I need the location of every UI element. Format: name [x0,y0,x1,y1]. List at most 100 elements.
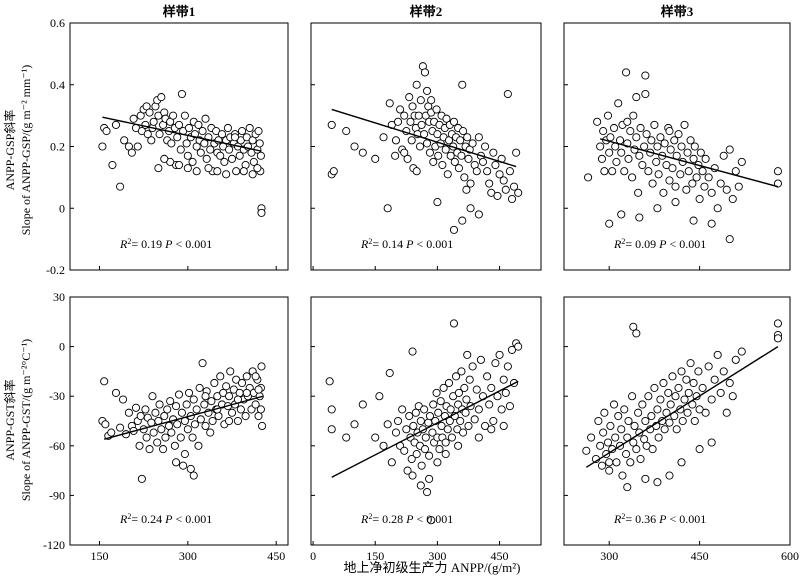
data-point [400,446,409,455]
data-point [151,408,160,417]
data-point [734,182,743,191]
data-point [443,170,452,179]
data-point [325,377,334,386]
data-point [223,123,232,133]
data-point [436,397,445,406]
data-point [597,461,607,470]
data-point [444,378,454,388]
data-point [501,185,510,194]
scatter-panel-4: 150 300 450 -120 -90 -60 -30 0 30 R2= 0.24 P < 0.… [43,290,289,563]
data-point [198,359,207,368]
data-point [683,408,692,417]
data-point [153,438,162,447]
data-point [189,395,198,404]
data-point [405,93,414,102]
data-point [603,438,613,447]
data-point [622,68,631,77]
data-point [257,208,266,217]
data-point [189,471,198,480]
data-point [677,142,686,151]
y-axis-label-top-en: Slope of ANPP-GSP/(g m⁻² mm⁻¹) [19,65,33,236]
data-point [182,400,191,409]
data-point [487,425,496,434]
data-point [701,154,710,163]
data-point [501,388,510,397]
data-point [629,111,638,120]
data-point [251,372,260,381]
data-point [707,219,716,228]
data-point [242,372,251,381]
data-point [237,378,247,388]
data-point [628,392,637,401]
data-point [393,117,403,126]
data-point [202,154,211,163]
data-point [648,179,657,188]
data-point [425,451,434,460]
y-tick-label: -90 [49,488,65,502]
data-point [628,173,637,182]
x-tick-label: 300 [179,549,197,563]
data-point [476,355,485,364]
data-point [387,458,396,467]
data-point [174,160,184,170]
data-point [505,402,514,411]
data-point [371,154,380,163]
data-point [227,154,237,163]
data-point [599,428,608,437]
data-point [245,123,254,133]
data-point [256,151,265,160]
data-point [665,471,674,480]
data-point [242,388,251,397]
data-point [666,145,675,154]
data-point [629,322,638,331]
data-point [428,428,437,437]
data-point [188,433,197,442]
data-point [481,142,490,151]
data-point [641,416,650,426]
data-point [668,164,677,173]
data-point [226,367,235,376]
data-point [441,145,450,154]
data-point [510,182,519,191]
data-point [503,89,512,99]
data-point [172,402,181,411]
data-point [235,388,244,397]
data-point [149,428,158,437]
data-point [174,120,184,129]
data-point [676,170,685,179]
data-point [617,210,626,219]
data-point [668,372,677,381]
data-point [420,445,430,454]
data-point [251,400,260,409]
data-point [142,433,151,442]
data-point [652,157,661,166]
data-point [609,400,619,409]
data-point [605,148,614,157]
data-point [599,127,608,136]
y-axis-label-top-cn: ANPP-GSP斜率 [2,110,17,191]
data-point [118,395,128,404]
data-point [449,225,459,234]
data-point [256,405,265,414]
data-point [483,372,492,381]
data-point [425,474,434,483]
regression-line [331,380,519,478]
regression-line [331,108,517,168]
data-point [210,378,219,388]
data-point [674,130,683,139]
data-point [409,421,418,431]
data-point [466,204,475,213]
data-point [499,176,508,185]
data-point [446,151,455,160]
regression-line [102,116,262,152]
data-point [671,182,680,191]
data-point [441,438,450,447]
data-point [731,355,740,364]
data-point [686,136,695,145]
y-tick-label: 0.6 [50,16,65,30]
data-point [456,416,465,426]
data-point [396,105,405,114]
data-point [491,359,500,368]
data-point [180,450,189,459]
data-point [107,428,116,437]
